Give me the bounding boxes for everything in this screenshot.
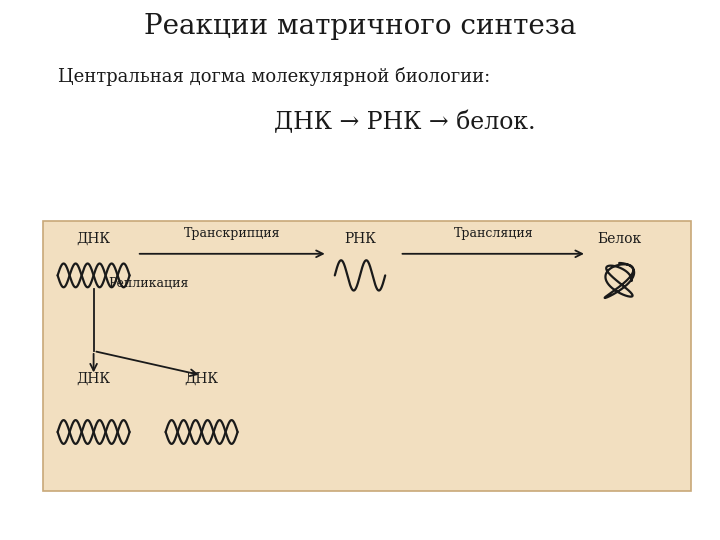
- Text: ДНК: ДНК: [76, 372, 111, 386]
- Text: Репликация: Репликация: [108, 277, 189, 290]
- Text: Реакции матричного синтеза: Реакции матричного синтеза: [144, 14, 576, 40]
- Text: ДНК: ДНК: [184, 372, 219, 386]
- Text: ДНК → РНК → белок.: ДНК → РНК → белок.: [274, 111, 535, 134]
- Text: Трансляция: Трансляция: [454, 227, 533, 240]
- Text: РНК: РНК: [344, 232, 376, 246]
- Bar: [43, 221, 691, 491]
- Text: Транскрипция: Транскрипция: [184, 227, 281, 240]
- Text: Центральная догма молекулярной биологии:: Центральная догма молекулярной биологии:: [58, 68, 490, 86]
- Text: Белок: Белок: [597, 232, 642, 246]
- Text: ДНК: ДНК: [76, 232, 111, 246]
